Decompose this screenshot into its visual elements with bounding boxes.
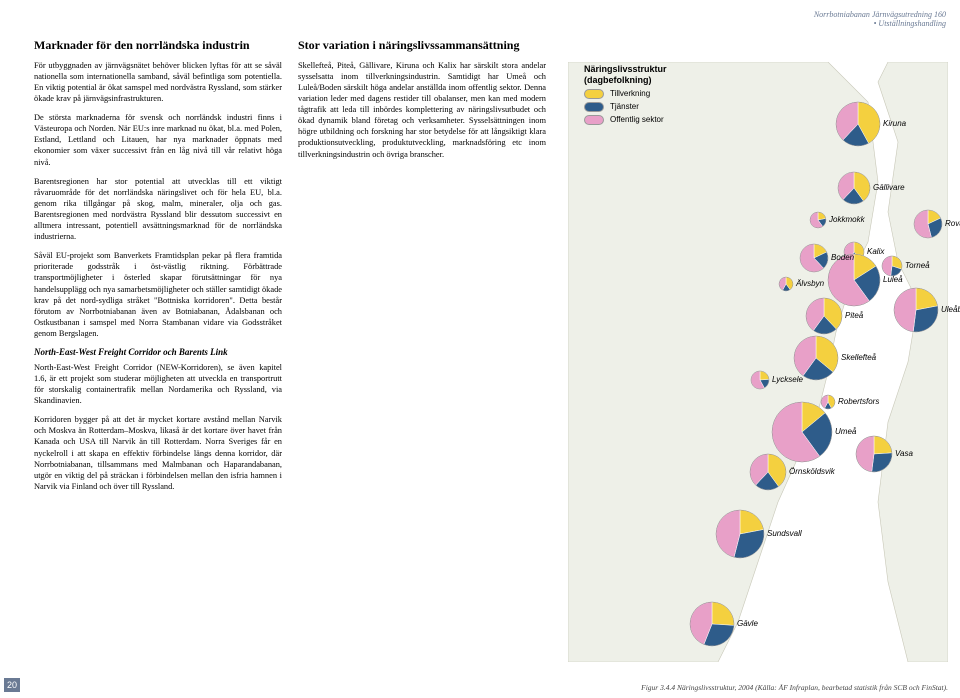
side-margin: 3 Förutsättningar 20 [0, 0, 22, 698]
city-label: Kalix [867, 247, 884, 256]
city-label: Örnsköldsvik [789, 467, 835, 476]
city-label: Gällivare [873, 183, 905, 192]
landmass-finland [878, 62, 948, 662]
para: North-East-West Freight Corridor (NEW-Ko… [34, 362, 282, 406]
legend-title: Näringslivsstruktur (dagbefolkning) [584, 64, 734, 86]
city-label: Piteå [845, 311, 863, 320]
city-label: Lycksele [772, 375, 803, 384]
city-label: Sundsvall [767, 529, 802, 538]
city-label: Robertsfors [838, 397, 879, 406]
page-number: 20 [4, 678, 20, 692]
heading-variation: Stor variation i näringslivssammansättni… [298, 38, 546, 54]
city-label: Rovaniemi [945, 219, 960, 228]
para: Korridoren bygger på att det är mycket k… [34, 414, 282, 492]
para: För utbyggnaden av järnvägsnätet behöver… [34, 60, 282, 104]
page: Norrbotniabanan Järnvägsutredning 160 • … [0, 0, 960, 698]
running-header: Norrbotniabanan Järnvägsutredning 160 • … [814, 10, 946, 28]
legend-swatch [584, 102, 604, 112]
legend-label: Offentlig sektor [610, 115, 664, 124]
city-label: Gävle [737, 619, 758, 628]
city-label: Älvsbyn [796, 279, 824, 288]
city-label: Torneå [905, 261, 930, 270]
map-figure: Näringslivsstruktur (dagbefolkning) Till… [568, 62, 948, 662]
legend-row: Tillverkning [584, 89, 734, 99]
heading-markets: Marknader för den norrländska industrin [34, 38, 282, 54]
para: Skellefteå, Piteå, Gällivare, Kiruna och… [298, 60, 546, 160]
city-label: Jokkmokk [829, 215, 865, 224]
city-label: Umeå [835, 427, 856, 436]
legend-label: Tjänster [610, 102, 639, 111]
header-line2: • Utställningshandling [814, 19, 946, 28]
legend-label: Tillverkning [610, 89, 650, 98]
legend-row: Offentlig sektor [584, 115, 734, 125]
city-label: Vasa [895, 449, 913, 458]
city-label: Boden [831, 253, 854, 262]
subhead-new-corridor: North-East-West Freight Corridor och Bar… [34, 347, 282, 359]
legend-swatch [584, 89, 604, 99]
city-label: Luleå [883, 275, 903, 284]
city-label: Uleåborg [941, 305, 960, 314]
header-line1: Norrbotniabanan Järnvägsutredning 160 [814, 10, 946, 19]
map-svg [568, 62, 948, 662]
city-label: Skellefteå [841, 353, 876, 362]
map-legend: Näringslivsstruktur (dagbefolkning) Till… [584, 64, 734, 125]
para: Barentsregionen har stor potential att u… [34, 176, 282, 243]
para: De största marknaderna för svensk och no… [34, 112, 282, 167]
legend-row: Tjänster [584, 102, 734, 112]
text-content: Marknader för den norrländska industrin … [34, 38, 546, 500]
para: Såväl EU-projekt som Banverkets Framtids… [34, 250, 282, 339]
legend-swatch [584, 115, 604, 125]
city-label: Kiruna [883, 119, 906, 128]
figure-caption: Figur 3.4.4 Näringslivsstruktur, 2004 (K… [641, 683, 948, 692]
